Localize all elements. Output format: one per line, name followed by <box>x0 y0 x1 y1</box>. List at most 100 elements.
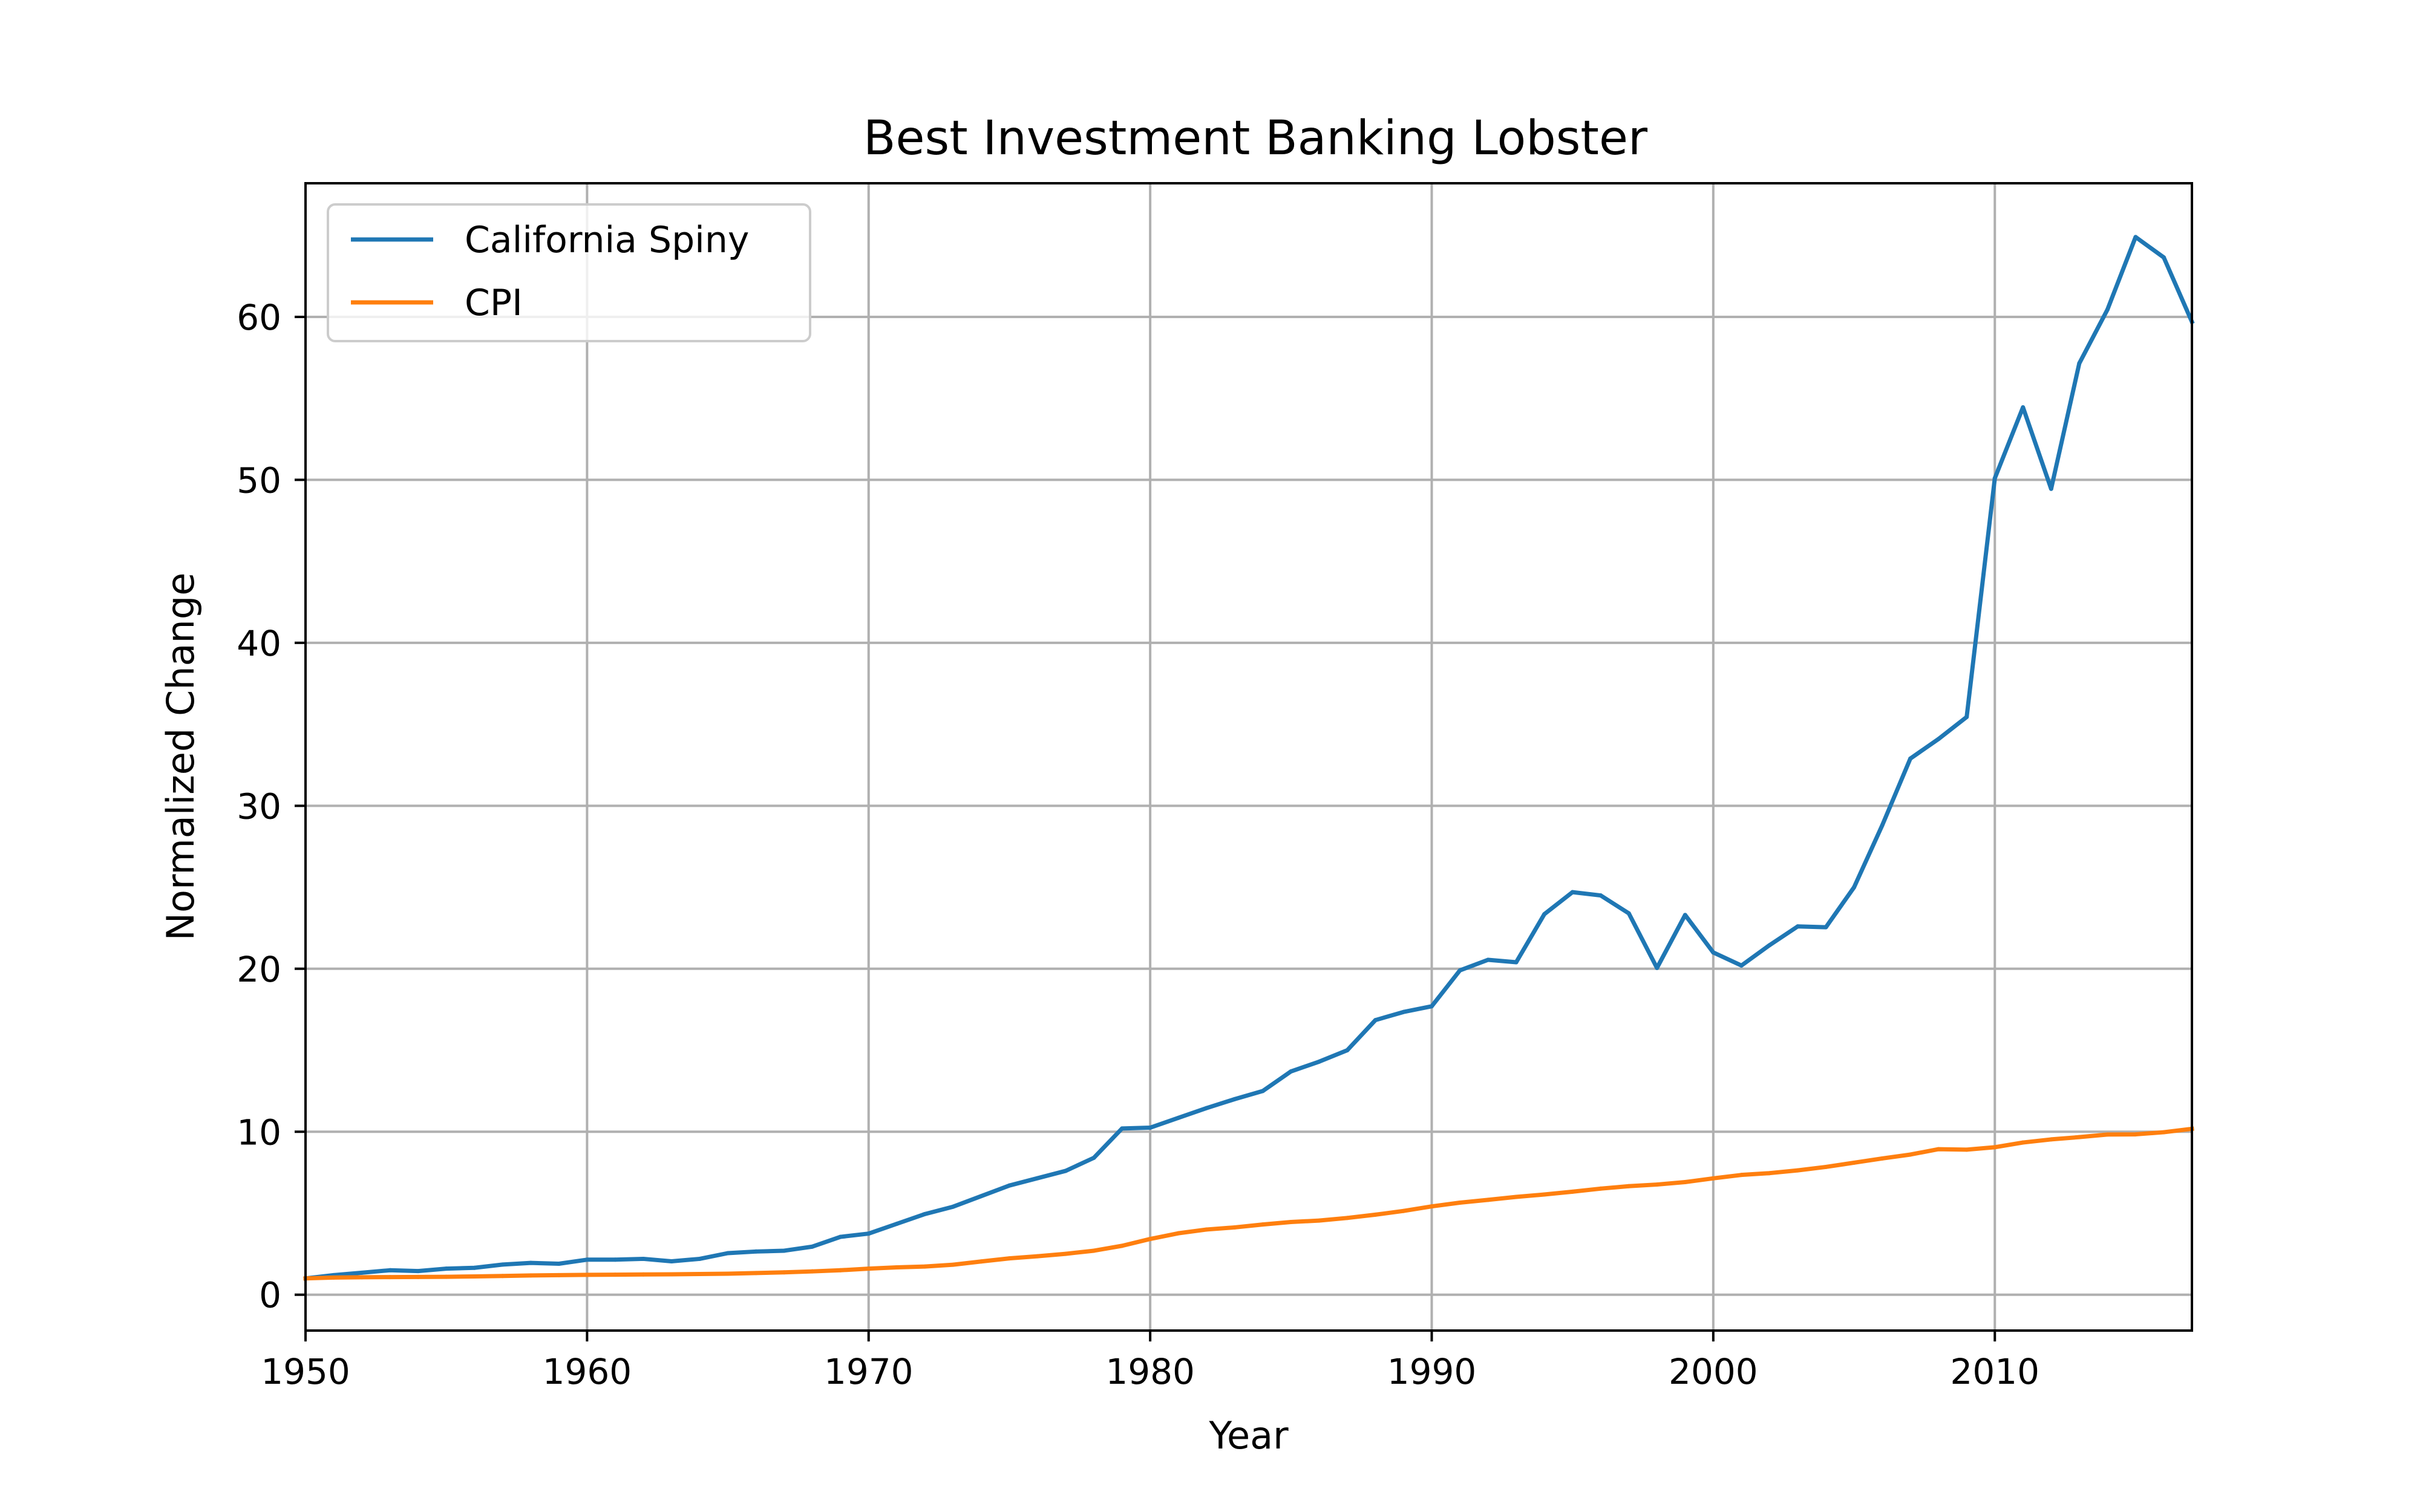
data-point <box>1598 893 1603 898</box>
plot-frame <box>304 182 2193 1332</box>
data-point <box>557 1262 561 1266</box>
data-point <box>528 1273 533 1278</box>
data-point <box>1655 965 1660 970</box>
data-point <box>1035 1176 1040 1181</box>
data-point <box>782 1270 786 1275</box>
x-axis-label: Year <box>1208 1413 1289 1458</box>
data-point <box>1064 1168 1068 1173</box>
data-point <box>332 1275 336 1280</box>
data-point <box>1373 1212 1378 1217</box>
data-point <box>1260 1089 1265 1093</box>
y-tick-label: 20 <box>237 949 281 990</box>
data-point <box>2077 361 2082 366</box>
data-point <box>1626 1184 1631 1188</box>
data-point <box>725 1271 730 1276</box>
data-point <box>1232 1097 1237 1101</box>
data-point <box>584 1257 589 1262</box>
data-point <box>2161 1130 2166 1135</box>
data-point <box>1345 1048 1350 1053</box>
data-point <box>1683 913 1687 917</box>
data-point <box>1542 912 1547 917</box>
data-point <box>388 1275 393 1280</box>
data-point <box>1823 925 1828 930</box>
data-point <box>979 1194 984 1199</box>
data-point <box>1345 1216 1350 1220</box>
chart-title: Best Investment Banking Lobster <box>863 111 1648 166</box>
data-point <box>1373 1018 1378 1023</box>
data-point <box>641 1256 646 1261</box>
data-point <box>2105 1132 2110 1137</box>
y-tick-label: 0 <box>259 1275 281 1316</box>
data-point <box>1767 943 1772 948</box>
data-point <box>810 1269 815 1274</box>
x-tick-label: 2000 <box>1669 1351 1758 1392</box>
data-point <box>894 1222 899 1227</box>
data-point <box>2021 405 2026 410</box>
data-point <box>1936 737 1941 741</box>
data-point <box>1767 1171 1772 1176</box>
legend: California Spiny CPI <box>327 203 811 342</box>
data-point <box>1626 911 1631 916</box>
data-point <box>979 1259 984 1264</box>
data-point <box>1429 1204 1434 1209</box>
data-point <box>1429 1004 1434 1009</box>
data-point <box>2133 235 2138 240</box>
legend-label: California Spiny <box>465 219 749 261</box>
data-point <box>1795 924 1800 929</box>
data-point <box>1992 1145 1997 1150</box>
data-point <box>1007 1256 1012 1261</box>
data-point <box>1232 1225 1237 1230</box>
data-point <box>1204 1106 1209 1110</box>
data-point <box>1739 963 1744 968</box>
grid-lines <box>304 183 2192 1331</box>
data-point <box>1064 1251 1068 1256</box>
data-point <box>1852 885 1857 890</box>
axis-ticks: 1950 1960 1970 1980 1990 2000 2010 0 10 20 30 40 50 6… <box>237 297 2039 1392</box>
data-point <box>2161 255 2166 260</box>
data-point <box>810 1244 815 1249</box>
data-point <box>950 1262 955 1267</box>
y-tick-label: 50 <box>237 460 281 501</box>
data-point <box>1908 1152 1913 1157</box>
y-axis-label: Normalized Change <box>159 573 203 941</box>
x-tick-label: 1990 <box>1387 1351 1477 1392</box>
data-point <box>416 1269 420 1274</box>
data-point <box>1486 957 1491 962</box>
data-point <box>1964 1147 1969 1152</box>
y-tick-label: 40 <box>237 623 281 664</box>
data-point <box>1655 1182 1660 1187</box>
data-point <box>1486 1198 1491 1202</box>
data-point <box>754 1249 759 1254</box>
data-point <box>1091 1248 1096 1253</box>
data-point <box>472 1265 477 1270</box>
data-point <box>1908 756 1913 761</box>
data-point <box>613 1272 618 1277</box>
x-tick-label: 2010 <box>1950 1351 2039 1392</box>
series-line <box>303 1126 2194 1281</box>
data-point <box>1964 714 1969 719</box>
data-point <box>782 1248 786 1253</box>
data-point <box>1148 1126 1153 1130</box>
data-point <box>1992 476 1997 481</box>
data-point <box>1711 950 1716 955</box>
data-point <box>1514 960 1519 965</box>
legend-box <box>327 203 811 342</box>
data-point <box>1260 1222 1265 1227</box>
data-point <box>2077 1135 2082 1139</box>
x-tick-label: 1980 <box>1105 1351 1195 1392</box>
series-group <box>303 1126 2194 1281</box>
data-point <box>500 1262 505 1267</box>
data-point <box>1739 1173 1744 1178</box>
data-point <box>669 1272 674 1277</box>
data-point <box>557 1272 561 1277</box>
data-point <box>1570 1189 1575 1194</box>
y-tick-label: 10 <box>237 1112 281 1153</box>
data-point <box>923 1264 927 1269</box>
data-point <box>866 1231 871 1236</box>
data-point <box>866 1266 871 1271</box>
legend-label: CPI <box>465 282 523 324</box>
data-point <box>1035 1254 1040 1259</box>
x-tick-label: 1960 <box>543 1351 632 1392</box>
data-point <box>500 1274 505 1279</box>
